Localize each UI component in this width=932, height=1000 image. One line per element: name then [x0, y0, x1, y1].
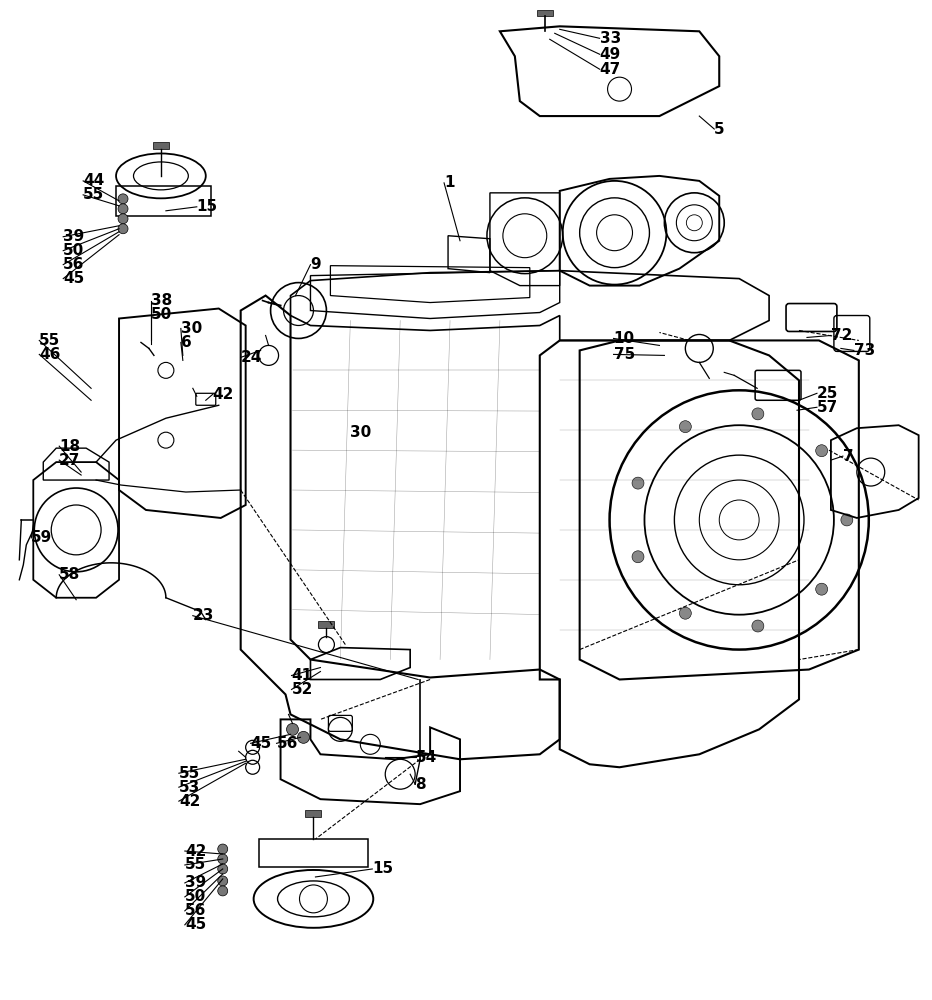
Text: 10: 10	[613, 331, 635, 346]
Circle shape	[752, 408, 764, 420]
FancyBboxPatch shape	[537, 10, 553, 16]
Text: 55: 55	[83, 187, 104, 202]
Text: 59: 59	[32, 530, 52, 545]
Circle shape	[679, 607, 692, 619]
Text: 30: 30	[181, 321, 202, 336]
Text: 1: 1	[444, 175, 455, 190]
Text: 45: 45	[185, 917, 206, 932]
Text: 42: 42	[212, 387, 234, 402]
Text: 58: 58	[60, 567, 80, 582]
Text: 8: 8	[415, 777, 426, 792]
Text: 53: 53	[179, 780, 200, 795]
FancyBboxPatch shape	[306, 810, 322, 817]
Text: 47: 47	[599, 62, 621, 77]
Circle shape	[118, 224, 128, 234]
Text: 42: 42	[185, 844, 206, 859]
Circle shape	[118, 214, 128, 224]
Circle shape	[218, 886, 227, 896]
Text: 39: 39	[63, 229, 85, 244]
Text: 56: 56	[185, 903, 206, 918]
Text: 15: 15	[372, 861, 393, 876]
Text: 6: 6	[181, 335, 192, 350]
Text: 55: 55	[39, 333, 61, 348]
Circle shape	[816, 445, 828, 457]
Text: 33: 33	[599, 31, 621, 46]
Text: 39: 39	[185, 875, 206, 890]
Text: 24: 24	[240, 350, 262, 365]
Text: 50: 50	[151, 307, 172, 322]
Circle shape	[679, 421, 692, 433]
Text: 49: 49	[599, 47, 621, 62]
Text: 52: 52	[292, 682, 313, 697]
Text: 50: 50	[185, 889, 206, 904]
Text: 9: 9	[310, 257, 322, 272]
Text: 44: 44	[83, 173, 104, 188]
Circle shape	[297, 731, 309, 743]
Text: 56: 56	[63, 257, 85, 272]
Text: 55: 55	[185, 857, 206, 872]
Circle shape	[118, 194, 128, 204]
Circle shape	[632, 477, 644, 489]
Circle shape	[118, 204, 128, 214]
Text: 73: 73	[854, 343, 875, 358]
Text: 25: 25	[817, 386, 838, 401]
Text: 54: 54	[417, 750, 437, 765]
Circle shape	[218, 876, 227, 886]
Text: 30: 30	[350, 425, 372, 440]
Text: 50: 50	[63, 243, 85, 258]
FancyBboxPatch shape	[153, 142, 169, 149]
Text: 46: 46	[39, 347, 61, 362]
Circle shape	[286, 723, 298, 735]
Text: 18: 18	[60, 439, 80, 454]
Text: 72: 72	[831, 328, 852, 343]
Circle shape	[632, 551, 644, 563]
Circle shape	[816, 583, 828, 595]
Text: 23: 23	[193, 608, 214, 623]
FancyBboxPatch shape	[319, 621, 335, 628]
Text: 27: 27	[60, 453, 80, 468]
Text: 42: 42	[179, 794, 200, 809]
Text: 5: 5	[714, 122, 725, 137]
Text: 38: 38	[151, 293, 172, 308]
Text: 55: 55	[179, 766, 200, 781]
Circle shape	[752, 620, 764, 632]
Text: 45: 45	[251, 736, 272, 751]
Circle shape	[218, 864, 227, 874]
Circle shape	[218, 854, 227, 864]
Text: 75: 75	[613, 347, 635, 362]
Circle shape	[841, 514, 853, 526]
Text: 45: 45	[63, 271, 85, 286]
Text: 7: 7	[843, 449, 854, 464]
Text: 57: 57	[817, 400, 838, 415]
Circle shape	[218, 844, 227, 854]
Text: 56: 56	[277, 736, 298, 751]
Text: 15: 15	[197, 199, 218, 214]
Text: 41: 41	[292, 668, 312, 683]
